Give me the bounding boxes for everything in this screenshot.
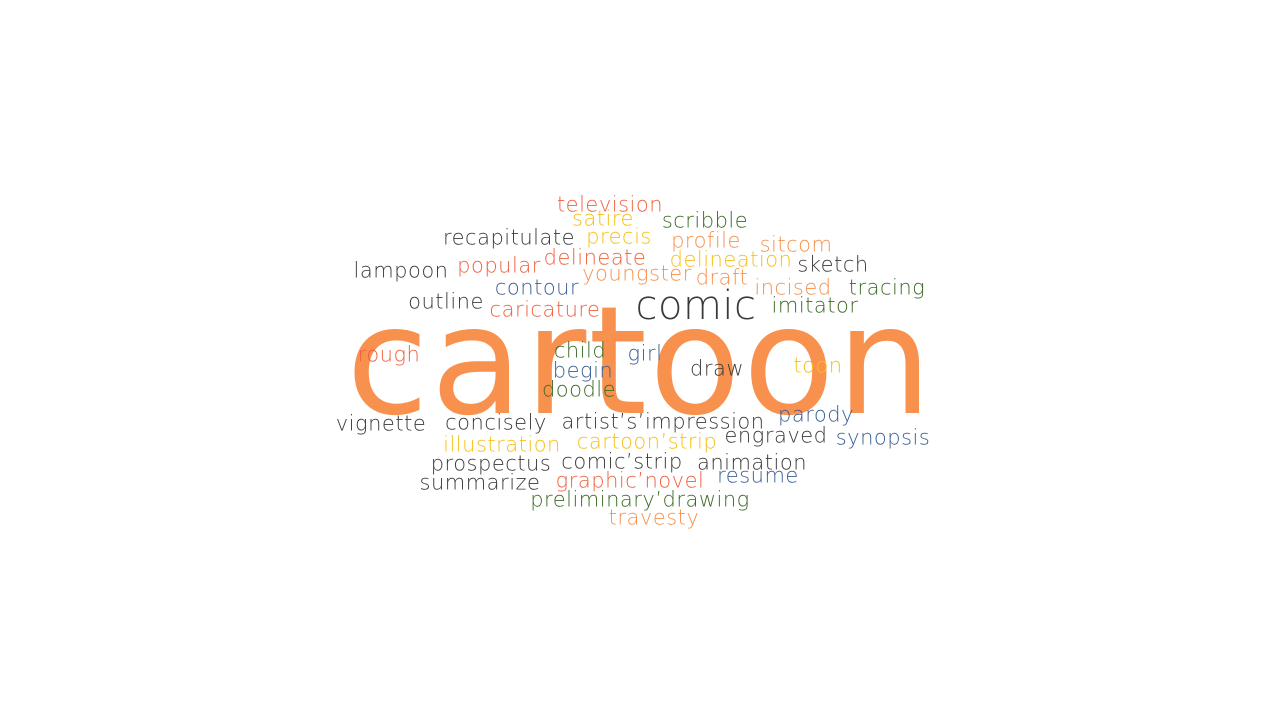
word-youngster: youngster — [582, 261, 692, 286]
word-artists-impression: artist’s’impression — [561, 409, 765, 434]
word-parody: parody — [778, 402, 854, 427]
word-child: child — [553, 338, 607, 363]
word-illustration: illustration — [443, 432, 561, 457]
word-doodle: doodle — [541, 377, 617, 402]
word-outline: outline — [408, 289, 484, 314]
word-profile: profile — [671, 228, 741, 253]
word-toon: toon — [793, 353, 843, 378]
word-rough: rough — [357, 342, 421, 367]
word-television: television — [556, 192, 664, 217]
word-comic: comic — [635, 283, 757, 329]
word-synopsis: synopsis — [835, 425, 931, 450]
word-prospectus: prospectus — [430, 451, 552, 476]
word-graphic-novel: graphic’novel — [555, 468, 705, 493]
word-popular: popular — [457, 253, 541, 278]
word-comic-strip: comic’strip — [561, 449, 683, 474]
word-satire: satire — [572, 206, 634, 231]
word-lampoon: lampoon — [353, 258, 449, 283]
word-vignette: vignette — [335, 411, 427, 436]
word-incised: incised — [754, 275, 832, 300]
word-precis: precis — [586, 224, 652, 249]
word-draw: draw — [689, 356, 745, 381]
word-delineation: delineation — [669, 247, 793, 272]
word-draft: draft — [695, 265, 749, 290]
word-delineate: delineate — [543, 245, 647, 270]
word-scribble: scribble — [661, 208, 749, 233]
word-animation: animation — [696, 450, 808, 475]
word-travesty: travesty — [608, 505, 700, 530]
word-resume: resume — [717, 463, 799, 488]
word-engraved: engraved — [724, 423, 828, 448]
word-cartoon-strip: cartoon’strip — [576, 429, 718, 454]
word-recapitulate: recapitulate — [442, 225, 576, 250]
word-preliminary-drawing: preliminary’drawing — [530, 487, 750, 512]
word-sitcom: sitcom — [759, 232, 833, 257]
word-sketch: sketch — [797, 252, 869, 277]
word-tracing: tracing — [848, 275, 926, 300]
word-contour: contour — [494, 275, 580, 300]
word-caricature: caricature — [489, 297, 601, 322]
word-imitator: imitator — [771, 293, 859, 318]
word-concisely: concisely — [445, 410, 547, 435]
word-cartoon: cartoon — [346, 275, 934, 449]
word-girl: girl — [627, 341, 663, 366]
word-summarize: summarize — [419, 470, 541, 495]
word-begin: begin — [552, 358, 614, 383]
